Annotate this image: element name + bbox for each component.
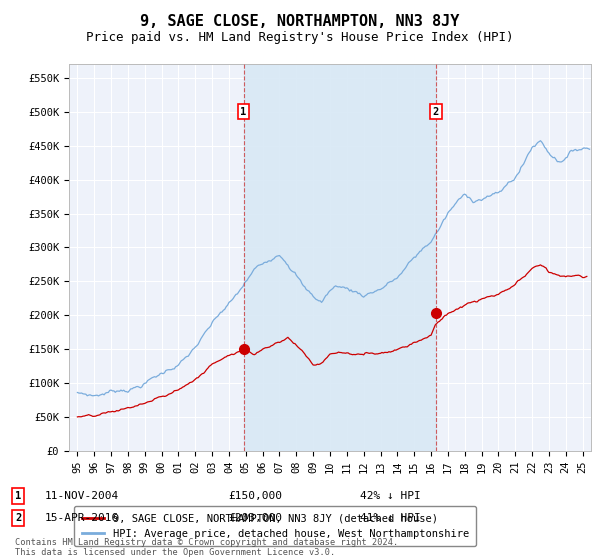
Text: Price paid vs. HM Land Registry's House Price Index (HPI): Price paid vs. HM Land Registry's House … [86,31,514,44]
Legend: 9, SAGE CLOSE, NORTHAMPTON, NN3 8JY (detached house), HPI: Average price, detach: 9, SAGE CLOSE, NORTHAMPTON, NN3 8JY (det… [74,506,476,546]
Text: 9, SAGE CLOSE, NORTHAMPTON, NN3 8JY: 9, SAGE CLOSE, NORTHAMPTON, NN3 8JY [140,14,460,29]
Text: £203,000: £203,000 [228,513,282,523]
Text: 11-NOV-2004: 11-NOV-2004 [45,491,119,501]
Text: 1: 1 [15,491,21,501]
Text: 15-APR-2016: 15-APR-2016 [45,513,119,523]
Text: 42% ↓ HPI: 42% ↓ HPI [360,491,421,501]
Text: 41% ↓ HPI: 41% ↓ HPI [360,513,421,523]
Text: £150,000: £150,000 [228,491,282,501]
Text: 2: 2 [15,513,21,523]
Text: Contains HM Land Registry data © Crown copyright and database right 2024.
This d: Contains HM Land Registry data © Crown c… [15,538,398,557]
Text: 1: 1 [241,107,247,117]
Text: 2: 2 [433,107,439,117]
Bar [244,64,436,451]
